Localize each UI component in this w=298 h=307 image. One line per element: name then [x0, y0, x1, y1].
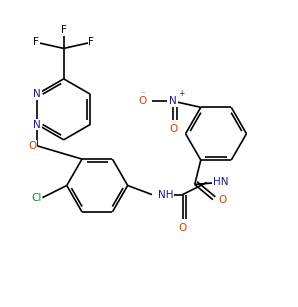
Text: O: O	[139, 96, 147, 106]
Text: NH: NH	[158, 190, 174, 200]
Text: F: F	[88, 37, 94, 47]
Text: F: F	[61, 25, 67, 35]
Text: O: O	[29, 141, 37, 151]
Text: N: N	[170, 96, 177, 106]
Text: ⁻: ⁻	[141, 91, 145, 100]
Text: N: N	[33, 89, 41, 99]
Text: HN: HN	[213, 177, 229, 188]
Text: N: N	[33, 119, 41, 130]
Text: O: O	[169, 124, 178, 134]
Text: O: O	[179, 223, 187, 233]
Text: F: F	[33, 37, 39, 47]
Text: O: O	[218, 195, 226, 205]
Text: +: +	[178, 89, 184, 98]
Text: Cl: Cl	[31, 193, 41, 203]
